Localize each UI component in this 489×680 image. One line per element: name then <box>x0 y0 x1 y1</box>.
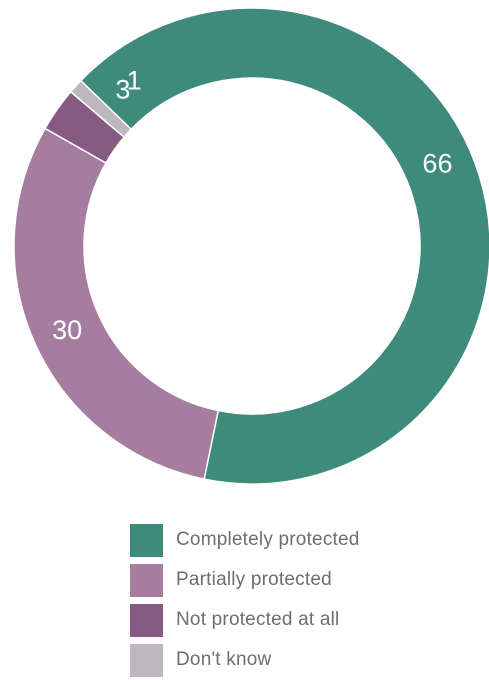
donut-slice-labels: 66 30 31 <box>52 66 452 345</box>
slice-label-partially-protected: 30 <box>52 315 82 345</box>
legend-swatch-completely-protected <box>130 523 163 557</box>
legend-swatch-partially-protected <box>130 563 163 597</box>
slice-label-dont-know: 1 <box>127 66 142 96</box>
legend-item-dont-know: Don't know <box>130 640 360 680</box>
legend-label-not-protected-at-all: Not protected at all <box>176 609 340 630</box>
legend-item-partially-protected: Partially protected <box>130 560 360 600</box>
slice-partially-protected <box>13 127 220 481</box>
legend: Completely protected Partially protected… <box>130 520 360 680</box>
legend-swatch-not-protected-at-all <box>130 603 163 637</box>
legend-label-partially-protected: Partially protected <box>176 569 332 590</box>
donut-slices <box>13 7 489 485</box>
legend-item-not-protected-at-all: Not protected at all <box>130 600 360 640</box>
legend-item-completely-protected: Completely protected <box>130 520 360 560</box>
legend-label-completely-protected: Completely protected <box>176 529 360 550</box>
legend-label-dont-know: Don't know <box>176 649 272 670</box>
slice-completely-protected <box>79 7 489 485</box>
slice-label-not-protected-at-all: 3 <box>115 74 130 104</box>
slice-dont-know <box>69 79 133 139</box>
slice-label-completely-protected: 66 <box>422 148 452 178</box>
legend-swatch-dont-know <box>130 643 163 677</box>
donut-chart: 66 30 31 <box>13 7 489 485</box>
